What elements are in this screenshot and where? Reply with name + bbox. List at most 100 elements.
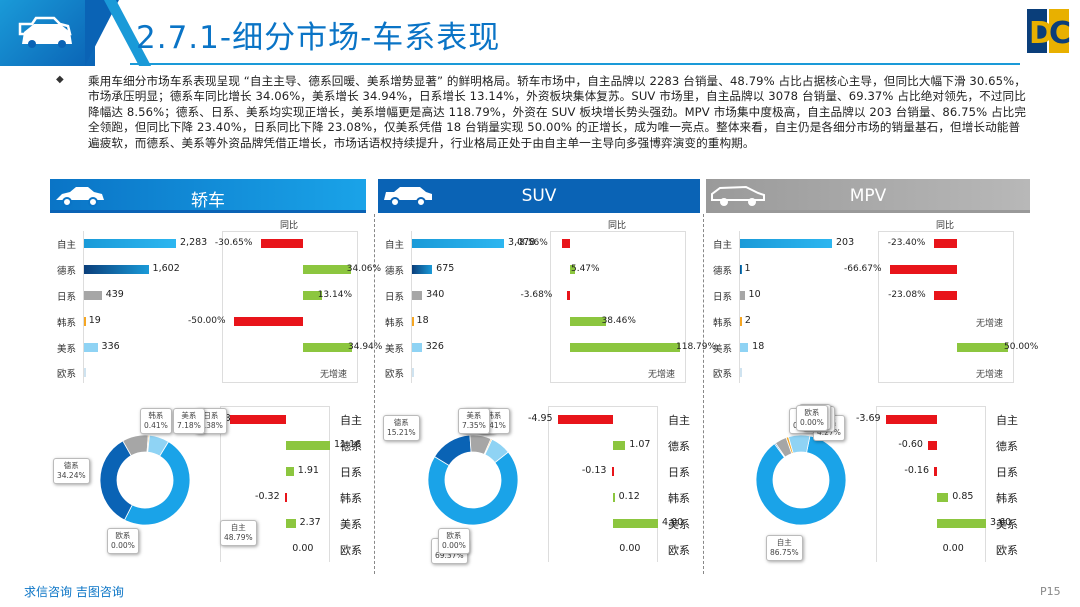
sales-value: 1,602 xyxy=(152,263,180,274)
share-change-bar xyxy=(611,467,614,476)
donut-callout: 美系 7.18% xyxy=(173,408,205,434)
brand-label: 韩系 xyxy=(713,318,733,329)
share-change-bar xyxy=(286,519,296,528)
yoy-bar xyxy=(957,343,1008,352)
brand-label: 美系 xyxy=(713,344,733,355)
sales-plot-frame xyxy=(739,231,869,383)
donut-slice xyxy=(147,435,170,457)
callout-share: 0.00% xyxy=(111,541,135,550)
brand-label: 美系 xyxy=(385,344,405,355)
yoy-header: 同比 xyxy=(280,221,299,231)
yoy-value: 34.06% xyxy=(346,264,382,274)
sales-value: 2 xyxy=(744,315,751,326)
donut-slice xyxy=(100,440,133,521)
section-sedan-label: 轿车 xyxy=(191,191,225,211)
donut-slice xyxy=(484,438,509,464)
sales-value: 18 xyxy=(416,315,429,326)
section-suv-label: SUV xyxy=(521,186,557,206)
car-icon xyxy=(18,16,72,48)
yoy-value: -30.65% xyxy=(214,238,253,248)
yoy-value: 50.00% xyxy=(1004,342,1039,352)
brand-label: 日系 xyxy=(713,292,733,303)
sales-value: 336 xyxy=(101,341,120,352)
sales-value: 326 xyxy=(425,341,444,352)
share-change-brand: 欧系 xyxy=(668,544,690,557)
share-change-bar xyxy=(613,519,658,528)
share-change-bar xyxy=(928,441,937,450)
sales-value: 203 xyxy=(836,237,855,248)
yoy-value: -23.08% xyxy=(888,290,926,300)
share-change-brand: 德系 xyxy=(340,440,362,453)
yoy-bar xyxy=(566,291,570,300)
sales-bar xyxy=(740,265,742,274)
sales-value: 2,283 xyxy=(180,237,208,248)
share-change-bar xyxy=(936,493,949,502)
section-sedan: 轿车 xyxy=(50,179,366,213)
sales-bar xyxy=(84,291,102,300)
header: 2.7.1-细分市场-车系表现 xyxy=(0,0,1080,66)
callout-brand: 欧系 xyxy=(446,531,462,540)
section-mpv-underline xyxy=(706,210,1030,213)
share-change-brand: 欧系 xyxy=(340,544,362,557)
callout-share: 0.41% xyxy=(482,421,506,430)
donut-callout: 德系 15.21% xyxy=(383,415,420,441)
brand-label: 韩系 xyxy=(385,318,405,329)
share-change-brand: 德系 xyxy=(668,440,690,453)
callout-share: 0.41% xyxy=(144,421,168,430)
callout-brand: 美系 xyxy=(181,411,197,420)
donut-slice xyxy=(123,441,190,525)
share-change-brand: 韩系 xyxy=(340,492,362,505)
share-change-value: 0.00 xyxy=(292,543,314,554)
sales-bar xyxy=(740,343,749,352)
share-donut xyxy=(756,435,846,525)
share-change-brand: 美系 xyxy=(668,518,690,531)
section-sedan-underline xyxy=(50,210,366,213)
share-change-bar xyxy=(286,467,294,476)
brand-label: 日系 xyxy=(385,292,405,303)
callout-brand: 欧系 xyxy=(804,408,820,417)
share-change-brand: 日系 xyxy=(340,466,362,479)
brand-label: 自主 xyxy=(57,240,77,251)
callout-brand: 美系 xyxy=(466,411,482,420)
yoy-bar xyxy=(303,343,352,352)
callout-brand: 自主 xyxy=(230,523,246,532)
callout-brand: 自主 xyxy=(776,538,792,547)
share-change-brand: 美系 xyxy=(340,518,362,531)
yoy-bar xyxy=(569,265,575,274)
callout-share: 0.00% xyxy=(442,541,466,550)
share-change-bar xyxy=(886,415,937,424)
section-mpv-label: MPV xyxy=(849,186,887,206)
sales-plot-frame xyxy=(83,231,213,383)
share-change-bar xyxy=(613,493,616,502)
brand-label: 欧系 xyxy=(385,369,405,380)
share-change-brand: 自主 xyxy=(668,414,690,427)
yoy-value: -66.67% xyxy=(844,264,882,274)
sales-bar xyxy=(412,317,414,326)
share-change-brand: 日系 xyxy=(668,466,690,479)
share-change-brand: 日系 xyxy=(996,466,1018,479)
yoy-value: 无增速 xyxy=(976,370,1004,380)
callout-brand: 日系 xyxy=(203,411,219,420)
yoy-value: 无增速 xyxy=(976,319,1004,329)
yoy-plot-frame xyxy=(222,231,358,383)
share-change-brand: 自主 xyxy=(340,414,362,427)
share-change-bar xyxy=(936,519,986,528)
donut-callout: 德系 34.24% xyxy=(53,458,90,484)
yoy-bar xyxy=(303,291,322,300)
callout-share: 48.79% xyxy=(224,533,253,542)
callout-share: 9.38% xyxy=(199,421,223,430)
donut-callout: 自主 86.75% xyxy=(766,535,803,561)
callout-share: 86.75% xyxy=(770,548,799,557)
yoy-value: -23.40% xyxy=(887,238,926,248)
brand-label: 自主 xyxy=(713,240,733,251)
brand-label: 自主 xyxy=(385,240,405,251)
sales-bar xyxy=(84,265,149,274)
share-change-value: 1.91 xyxy=(297,465,319,476)
sales-value: 18 xyxy=(752,341,765,352)
share-change-value: -0.13 xyxy=(581,465,607,476)
share-change-frame xyxy=(220,406,330,562)
share-change-bar xyxy=(230,415,287,424)
callout-brand: 德系 xyxy=(63,461,79,470)
yoy-plot-frame xyxy=(550,231,686,383)
yoy-bar xyxy=(569,317,606,326)
